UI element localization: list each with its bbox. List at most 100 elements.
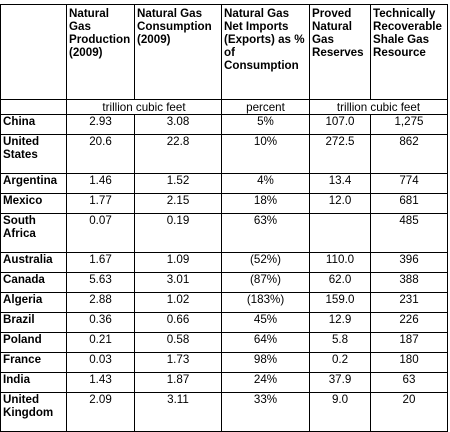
units-net-imports: percent	[221, 99, 310, 115]
cell-country: United Kingdom	[0, 392, 67, 432]
cell-production: 0.36	[66, 312, 135, 333]
cell-consumption: 3.08	[134, 114, 222, 135]
cell-country: Brazil	[0, 312, 67, 333]
cell-shale-resource: 226	[370, 312, 448, 333]
cell-reserves: 272.5	[309, 134, 371, 174]
header-reserves: Proved Natural Gas Reserves	[309, 4, 371, 100]
cell-country: Argentina	[0, 173, 67, 194]
cell-net-imports: 10%	[221, 134, 310, 174]
cell-reserves: 0.2	[309, 352, 371, 373]
cell-country: Mexico	[0, 193, 67, 214]
units-blank	[0, 99, 67, 115]
table-row: Algeria 2.88 1.02 (183%) 159.0 231	[0, 292, 448, 313]
cell-reserves: 110.0	[309, 252, 371, 273]
cell-consumption: 2.15	[134, 193, 222, 214]
cell-consumption: 22.8	[134, 134, 222, 174]
cell-net-imports: (183%)	[221, 292, 310, 313]
cell-production: 5.63	[66, 272, 135, 293]
cell-reserves: 159.0	[309, 292, 371, 313]
cell-production: 2.93	[66, 114, 135, 135]
cell-consumption: 0.58	[134, 332, 222, 353]
cell-net-imports: 5%	[221, 114, 310, 135]
table-row: France 0.03 1.73 98% 0.2 180	[0, 352, 448, 373]
cell-net-imports: (52%)	[221, 252, 310, 273]
cell-production: 1.43	[66, 372, 135, 393]
cell-country: Poland	[0, 332, 67, 353]
cell-consumption: 1.87	[134, 372, 222, 393]
cell-reserves: 107.0	[309, 114, 371, 135]
header-production: Natural Gas Production (2009)	[66, 4, 135, 100]
cell-production: 0.07	[66, 213, 135, 253]
header-country	[0, 4, 67, 100]
cell-shale-resource: 485	[370, 213, 448, 253]
cell-consumption: 0.19	[134, 213, 222, 253]
table-row: Canada 5.63 3.01 (87%) 62.0 388	[0, 272, 448, 293]
cell-shale-resource: 63	[370, 372, 448, 393]
table-row: Brazil 0.36 0.66 45% 12.9 226	[0, 312, 448, 333]
cell-consumption: 1.73	[134, 352, 222, 373]
cell-shale-resource: 396	[370, 252, 448, 273]
cell-country: India	[0, 372, 67, 393]
cell-shale-resource: 187	[370, 332, 448, 353]
table-body: China 2.93 3.08 5% 107.0 1,275 United States 20…	[0, 114, 448, 432]
cell-country: Algeria	[0, 292, 67, 313]
table-row: India 1.43 1.87 24% 37.9 63	[0, 372, 448, 393]
cell-shale-resource: 1,275	[370, 114, 448, 135]
cell-shale-resource: 681	[370, 193, 448, 214]
cell-country: China	[0, 114, 67, 135]
cell-country: Canada	[0, 272, 67, 293]
cell-net-imports: 33%	[221, 392, 310, 432]
cell-shale-resource: 231	[370, 292, 448, 313]
table-row: Argentina 1.46 1.52 4% 13.4 774	[0, 173, 448, 194]
cell-net-imports: 63%	[221, 213, 310, 253]
cell-consumption: 1.02	[134, 292, 222, 313]
cell-production: 2.09	[66, 392, 135, 432]
cell-reserves: 37.9	[309, 372, 371, 393]
cell-net-imports: 24%	[221, 372, 310, 393]
table-row: Australia 1.67 1.09 (52%) 110.0 396	[0, 252, 448, 273]
cell-production: 20.6	[66, 134, 135, 174]
cell-net-imports: 45%	[221, 312, 310, 333]
table-row: Poland 0.21 0.58 64% 5.8 187	[0, 332, 448, 353]
cell-country: Australia	[0, 252, 67, 273]
header-consumption: Natural Gas Consumption (2009)	[134, 4, 222, 100]
header-net-imports: Natural Gas Net Imports (Exports) as % o…	[221, 4, 310, 100]
cell-shale-resource: 20	[370, 392, 448, 432]
shale-gas-table-frame: Natural Gas Production (2009) Natural Ga…	[0, 4, 448, 432]
cell-shale-resource: 180	[370, 352, 448, 373]
header-row: Natural Gas Production (2009) Natural Ga…	[0, 4, 448, 100]
cell-reserves: 13.4	[309, 173, 371, 194]
header-shale-resource: Technically Recoverable Shale Gas Resour…	[370, 4, 448, 100]
cell-reserves: 12.0	[309, 193, 371, 214]
cell-consumption: 3.01	[134, 272, 222, 293]
cell-consumption: 3.11	[134, 392, 222, 432]
cell-reserves: 5.8	[309, 332, 371, 353]
cell-production: 2.88	[66, 292, 135, 313]
cell-production: 1.77	[66, 193, 135, 214]
units-row: trillion cubic feet percent trillion cub…	[0, 99, 448, 115]
cell-reserves: 12.9	[309, 312, 371, 333]
cell-net-imports: 18%	[221, 193, 310, 214]
cell-reserves	[309, 213, 371, 253]
cell-production: 0.03	[66, 352, 135, 373]
cell-production: 1.46	[66, 173, 135, 194]
table-row: China 2.93 3.08 5% 107.0 1,275	[0, 114, 448, 135]
cell-net-imports: 98%	[221, 352, 310, 373]
table-row: United Kingdom 2.09 3.11 33% 9.0 20	[0, 392, 448, 432]
cell-production: 0.21	[66, 332, 135, 353]
cell-reserves: 9.0	[309, 392, 371, 432]
cell-country: United States	[0, 134, 67, 174]
table-row: Mexico 1.77 2.15 18% 12.0 681	[0, 193, 448, 214]
cell-consumption: 0.66	[134, 312, 222, 333]
table-row: South Africa 0.07 0.19 63% 485	[0, 213, 448, 253]
cell-shale-resource: 862	[370, 134, 448, 174]
cell-shale-resource: 388	[370, 272, 448, 293]
cell-consumption: 1.52	[134, 173, 222, 194]
cell-shale-resource: 774	[370, 173, 448, 194]
cell-net-imports: (87%)	[221, 272, 310, 293]
table-row: United States 20.6 22.8 10% 272.5 862	[0, 134, 448, 174]
cell-consumption: 1.09	[134, 252, 222, 273]
cell-net-imports: 4%	[221, 173, 310, 194]
cell-reserves: 62.0	[309, 272, 371, 293]
units-production-consumption: trillion cubic feet	[66, 99, 222, 115]
